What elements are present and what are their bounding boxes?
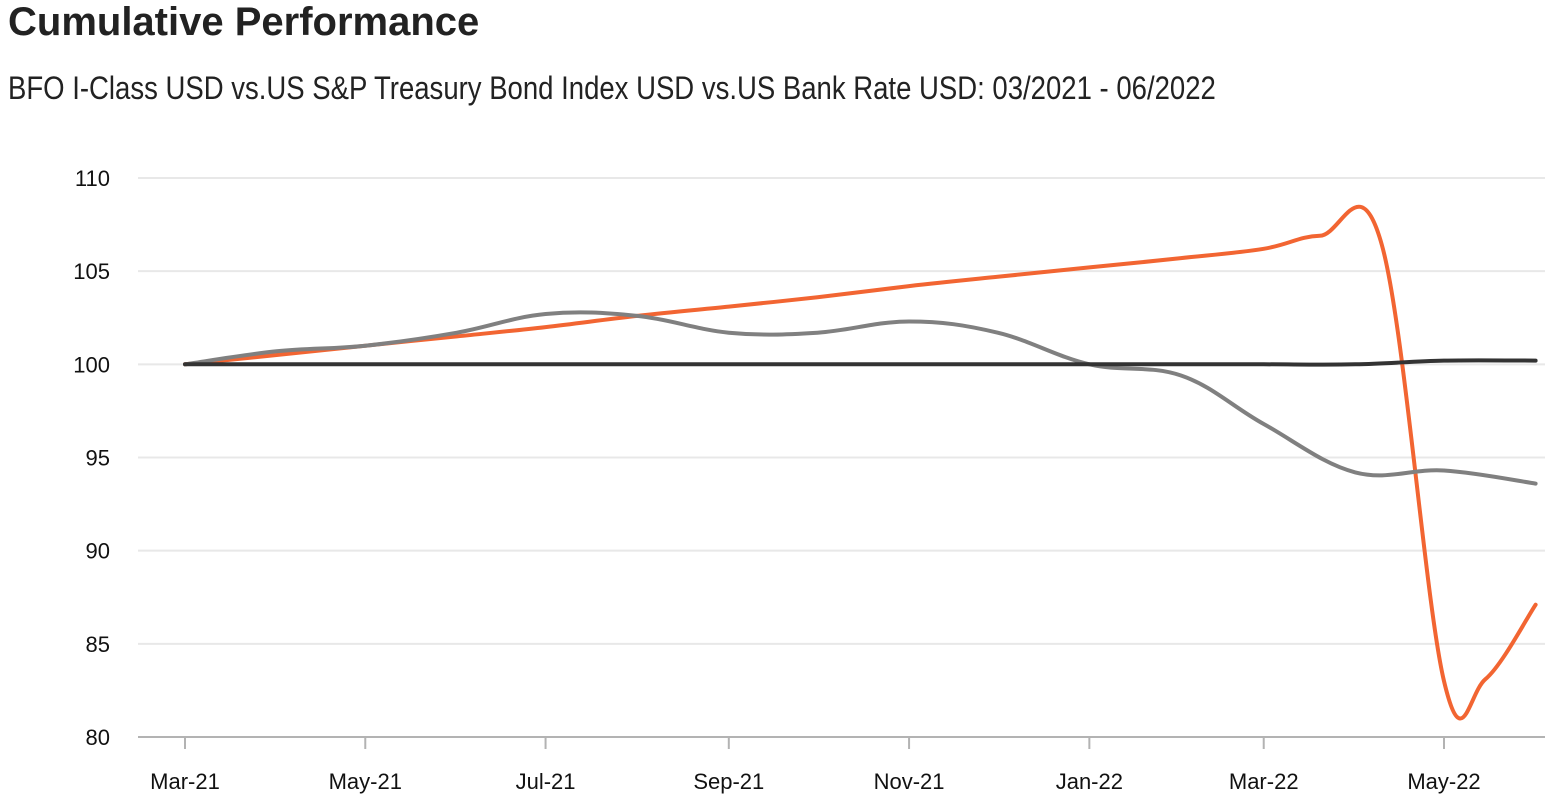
y-axis-ticks: 80 85 90 95 100 105 110 <box>73 166 110 750</box>
x-tick-label: Jul-21 <box>516 769 576 794</box>
x-tick-label: Jan-22 <box>1056 769 1123 794</box>
y-tick-label: 95 <box>86 446 110 471</box>
series-line-2 <box>183 310 1538 486</box>
series-line-3 <box>183 358 1538 367</box>
y-tick-label: 85 <box>86 632 110 657</box>
x-tick-label: May-21 <box>329 769 402 794</box>
y-tick-label: 100 <box>73 352 110 377</box>
x-tick-label: Nov-21 <box>874 769 945 794</box>
x-tick-label: Mar-22 <box>1229 769 1299 794</box>
x-axis: Mar-21 May-21 Jul-21 Sep-21 Nov-21 Jan-22 Mar-… <box>138 736 1545 794</box>
series-lines <box>183 204 1538 721</box>
y-tick-label: 110 <box>75 166 110 191</box>
grid-lines <box>138 177 1545 645</box>
y-tick-label: 80 <box>86 725 110 750</box>
chart-subtitle: BFO I-Class USD vs.US S&P Treasury Bond … <box>8 70 1216 106</box>
x-tick-label: Mar-21 <box>150 769 220 794</box>
series-line-1 <box>183 204 1538 721</box>
x-tick-label: Sep-21 <box>693 769 764 794</box>
x-tick-label: May-22 <box>1407 769 1480 794</box>
chart-title: Cumulative Performance <box>8 0 480 44</box>
y-tick-label: 105 <box>73 259 110 284</box>
y-tick-label: 90 <box>86 539 110 564</box>
